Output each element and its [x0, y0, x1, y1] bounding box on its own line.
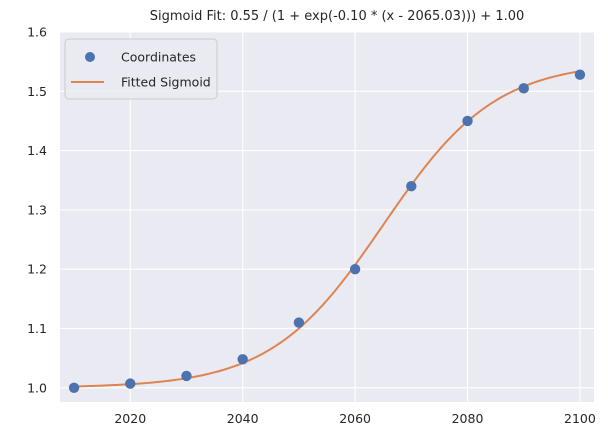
y-tick-label: 1.0 — [27, 380, 47, 395]
y-tick-label: 1.1 — [27, 321, 47, 336]
y-tick-label: 1.6 — [27, 25, 47, 40]
y-tick-label: 1.3 — [27, 202, 47, 217]
data-point — [293, 317, 305, 328]
x-tick-label: 2060 — [339, 411, 371, 426]
data-point — [181, 370, 192, 382]
legend-label-coordinates: Coordinates — [121, 50, 196, 65]
y-tick-label: 1.2 — [27, 262, 47, 277]
data-point — [349, 263, 361, 275]
chart-title: Sigmoid Fit: 0.55 / (1 + exp(-0.10 * (x … — [150, 9, 525, 24]
data-point — [518, 83, 529, 94]
x-tick-label: 2040 — [227, 411, 259, 426]
legend: Coordinates Fitted Sigmoid — [64, 38, 218, 100]
legend-box — [64, 38, 218, 100]
legend-label-fitted-sigmoid: Fitted Sigmoid — [121, 75, 211, 90]
y-tick-label: 1.5 — [27, 84, 47, 99]
data-point — [406, 180, 417, 192]
x-axis-ticks: 2020 2040 2060 2080 2100 — [114, 411, 596, 426]
data-point — [68, 382, 80, 393]
data-point — [574, 69, 586, 80]
x-tick-label: 2100 — [564, 411, 596, 426]
coordinate-points — [68, 69, 586, 393]
legend-marker-coordinates — [85, 52, 95, 62]
data-point — [125, 378, 136, 389]
y-tick-label: 1.4 — [27, 143, 47, 158]
x-tick-label: 2020 — [114, 411, 146, 426]
x-tick-label: 2080 — [452, 411, 484, 426]
data-point — [237, 354, 248, 365]
y-axis-ticks: 1.0 1.1 1.2 1.3 1.4 1.5 1.6 — [27, 25, 47, 396]
fitted-sigmoid-line — [74, 70, 581, 388]
data-point — [462, 115, 473, 127]
